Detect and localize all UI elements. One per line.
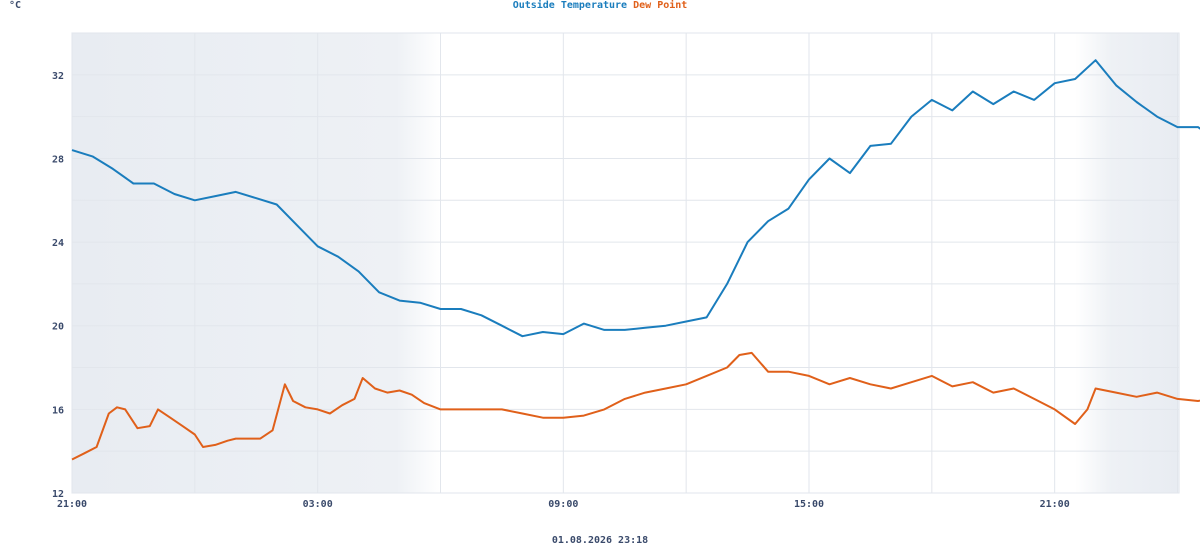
- night-shading-band: [72, 33, 441, 493]
- x-tick-label: 03:00: [303, 499, 333, 510]
- y-tick-label: 12: [52, 489, 64, 500]
- x-tick-label: 21:00: [1040, 499, 1070, 510]
- dew-point-line: [71, 351, 1200, 461]
- y-axis-unit-label: °C: [9, 0, 22, 11]
- y-tick-label: 16: [52, 405, 64, 416]
- y-tick-label: 32: [52, 71, 64, 82]
- y-tick-label: 24: [52, 238, 64, 249]
- x-tick-label: 15:00: [794, 499, 824, 510]
- legend-outside-temperature: Outside Temperature: [512, 0, 628, 11]
- y-tick-label: 28: [52, 154, 64, 165]
- legend-dew-point: Dew Point: [633, 0, 688, 11]
- outside-temperature-line: [71, 59, 1200, 338]
- y-tick-label: 20: [52, 322, 64, 333]
- chart-legend: Outside Temperature Dew Point: [0, 0, 1200, 12]
- x-tick-label: 09:00: [548, 499, 578, 510]
- chart-timestamp: 01.08.2026 23:18: [551, 535, 649, 546]
- x-tick-label: 21:00: [57, 499, 87, 510]
- night-shading-band: [1075, 33, 1179, 493]
